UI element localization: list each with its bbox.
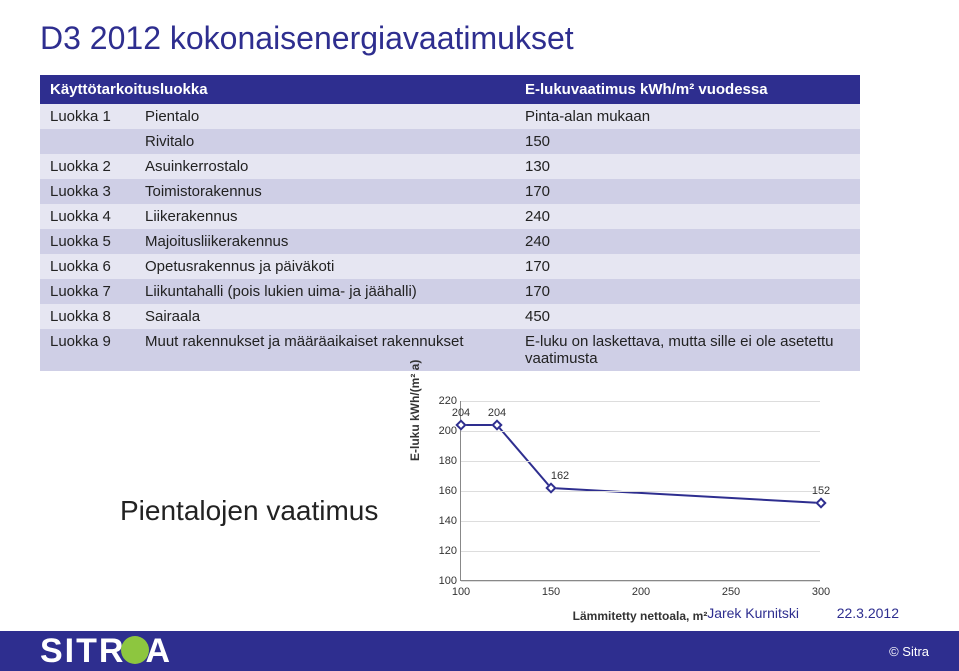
cell-desc: Sairaala [135,304,515,329]
cell-class: Luokka 3 [40,179,135,204]
footer-copyright: © Sitra [889,644,929,659]
table-row: Luokka 5Majoitusliikerakennus240 [40,229,860,254]
cell-desc: Pientalo [135,104,515,129]
table-header-class: Käyttötarkoitusluokka [40,75,515,104]
cell-desc: Muut rakennukset ja määräaikaiset rakenn… [135,329,515,371]
cell-class [40,129,135,154]
page-title: D3 2012 kokonaisenergiavaatimukset [40,20,919,57]
table-header-value: E-lukuvaatimus kWh/m² vuodessa [515,75,860,104]
cell-value: Pinta-alan mukaan [515,104,860,129]
chart-point-label: 152 [812,485,830,497]
ytick-label: 160 [427,485,457,497]
xtick-label: 100 [452,586,470,598]
cell-desc: Liikuntahalli (pois lukien uima- ja jääh… [135,279,515,304]
table-row: Luokka 8Sairaala450 [40,304,860,329]
cell-desc: Opetusrakennus ja päiväkoti [135,254,515,279]
xtick-label: 200 [632,586,650,598]
cell-class: Luokka 9 [40,329,135,371]
footer: Jarek Kurnitski 22.3.2012 SITRA © Sitra [0,601,959,671]
cell-class: Luokka 2 [40,154,135,179]
cell-class: Luokka 4 [40,204,135,229]
xtick-label: 250 [722,586,740,598]
chart-ylabel: E-luku kWh/(m² a) [408,360,422,461]
ytick-label: 220 [427,395,457,407]
requirements-table: Käyttötarkoitusluokka E-lukuvaatimus kWh… [40,75,860,371]
chart-container: E-luku kWh/(m² a) 1001201401601802002201… [400,391,919,631]
cell-value: 170 [515,279,860,304]
xtick-label: 150 [542,586,560,598]
cell-desc: Asuinkerrostalo [135,154,515,179]
chart-title: Pientalojen vaatimus [40,495,400,527]
cell-class: Luokka 1 [40,104,135,129]
cell-class: Luokka 5 [40,229,135,254]
chart-point-label: 162 [551,470,569,482]
cell-class: Luokka 6 [40,254,135,279]
table-row: Luokka 7Liikuntahalli (pois lukien uima-… [40,279,860,304]
table-row: Rivitalo150 [40,129,860,154]
chart-point-label: 204 [488,407,506,419]
cell-value: 170 [515,179,860,204]
footer-author: Jarek Kurnitski [707,605,799,621]
cell-value: 240 [515,229,860,254]
cell-value: 450 [515,304,860,329]
ytick-label: 200 [427,425,457,437]
table-row: Luokka 6Opetusrakennus ja päiväkoti170 [40,254,860,279]
ytick-label: 180 [427,455,457,467]
cell-value: 240 [515,204,860,229]
cell-desc: Liikerakennus [135,204,515,229]
cell-value: 150 [515,129,860,154]
table-row: Luokka 4Liikerakennus240 [40,204,860,229]
cell-desc: Toimistorakennus [135,179,515,204]
cell-class: Luokka 8 [40,304,135,329]
cell-desc: Majoitusliikerakennus [135,229,515,254]
table-row: Luokka 2Asuinkerrostalo130 [40,154,860,179]
cell-desc: Rivitalo [135,129,515,154]
ytick-label: 140 [427,515,457,527]
table-row: Luokka 9Muut rakennukset ja määräaikaise… [40,329,860,371]
chart-point-label: 204 [452,407,470,419]
footer-date: 22.3.2012 [837,605,899,621]
table-row: Luokka 3Toimistorakennus170 [40,179,860,204]
xtick-label: 300 [812,586,830,598]
cell-value: 130 [515,154,860,179]
cell-value: E-luku on laskettava, mutta sille ei ole… [515,329,860,371]
cell-class: Luokka 7 [40,279,135,304]
sitra-logo: SITRA [40,632,172,671]
ytick-label: 120 [427,545,457,557]
table-row: Luokka 1PientaloPinta-alan mukaan [40,104,860,129]
cell-value: 170 [515,254,860,279]
